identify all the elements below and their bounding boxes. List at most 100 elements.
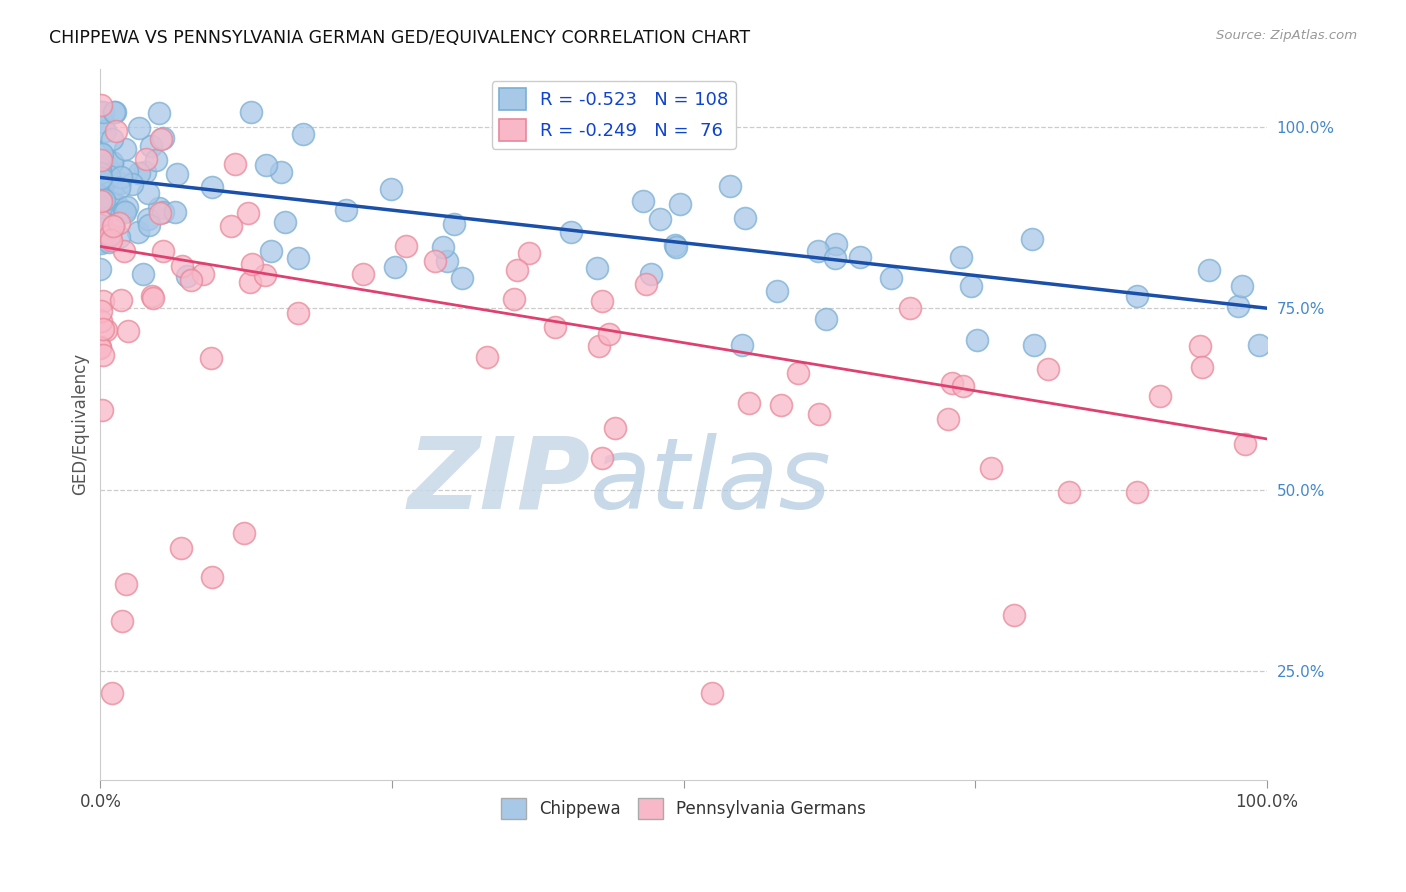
Point [180,273,202,287]
Point [90,200,112,214]
Point [941,376,963,391]
Point [105,198,128,212]
Point [201,179,224,194]
Point [1002,608,1025,623]
Point [936,411,959,425]
Point [880,271,903,285]
Point [1191,360,1213,375]
Point [117,324,139,338]
Point [432,240,454,254]
Point [848,250,870,264]
Point [292,127,315,141]
Point [89,178,111,192]
Point [90,303,112,318]
Point [152,205,174,219]
Point [1125,484,1147,499]
Point [395,238,418,252]
Point [598,326,620,341]
Point [149,206,172,220]
Point [233,526,256,541]
Point [90,194,112,209]
Point [769,398,792,412]
Point [93,175,115,189]
Point [134,165,156,179]
Point [128,121,150,136]
Point [91,322,114,336]
Point [94,323,117,337]
Point [107,180,129,194]
Point [1149,389,1171,403]
Point [112,203,135,218]
Point [89,262,111,277]
Point [588,339,610,353]
Point [91,234,114,248]
Point [90,314,112,328]
Point [89,158,111,172]
Point [648,211,671,226]
Point [96,159,118,173]
Point [98,227,121,242]
Point [141,289,163,303]
Point [201,570,224,584]
Point [90,153,112,167]
Point [89,218,111,232]
Point [90,145,112,160]
Point [952,378,974,392]
Point [824,252,846,266]
Point [90,195,112,210]
Point [380,182,402,196]
Point [127,225,149,239]
Point [89,165,111,179]
Point [544,320,567,334]
Point [506,262,529,277]
Point [287,251,309,265]
Point [443,217,465,231]
Legend: Chippewa, Pennsylvania Germans: Chippewa, Pennsylvania Germans [495,792,873,825]
Point [734,211,756,226]
Point [89,340,111,354]
Point [90,236,112,251]
Point [115,577,138,591]
Point [636,277,658,291]
Point [100,233,122,247]
Point [98,235,121,250]
Point [89,341,111,355]
Point [640,267,662,281]
Point [815,312,838,326]
Point [240,257,263,271]
Point [1038,362,1060,376]
Point [152,244,174,259]
Point [1234,436,1257,450]
Point [148,201,170,215]
Point [807,244,830,259]
Point [224,157,246,171]
Point [149,132,172,146]
Point [93,194,115,208]
Point [274,215,297,229]
Point [352,267,374,281]
Point [89,219,111,233]
Point [90,403,112,417]
Point [738,395,761,409]
Point [786,366,808,380]
Point [172,259,194,273]
Point [108,230,131,244]
Text: CHIPPEWA VS PENNSYLVANIA GERMAN GED/EQUIVALENCY CORRELATION CHART: CHIPPEWA VS PENNSYLVANIA GERMAN GED/EQUI… [49,29,751,46]
Point [136,212,159,227]
Point [669,196,692,211]
Point [91,294,114,309]
Point [111,614,134,628]
Point [384,260,406,274]
Point [270,165,292,179]
Text: atlas: atlas [591,433,832,530]
Point [91,348,114,362]
Point [91,158,114,172]
Point [112,244,135,259]
Point [502,292,524,306]
Point [89,190,111,204]
Point [176,268,198,283]
Point [90,180,112,194]
Point [101,155,124,169]
Point [166,167,188,181]
Point [260,244,283,258]
